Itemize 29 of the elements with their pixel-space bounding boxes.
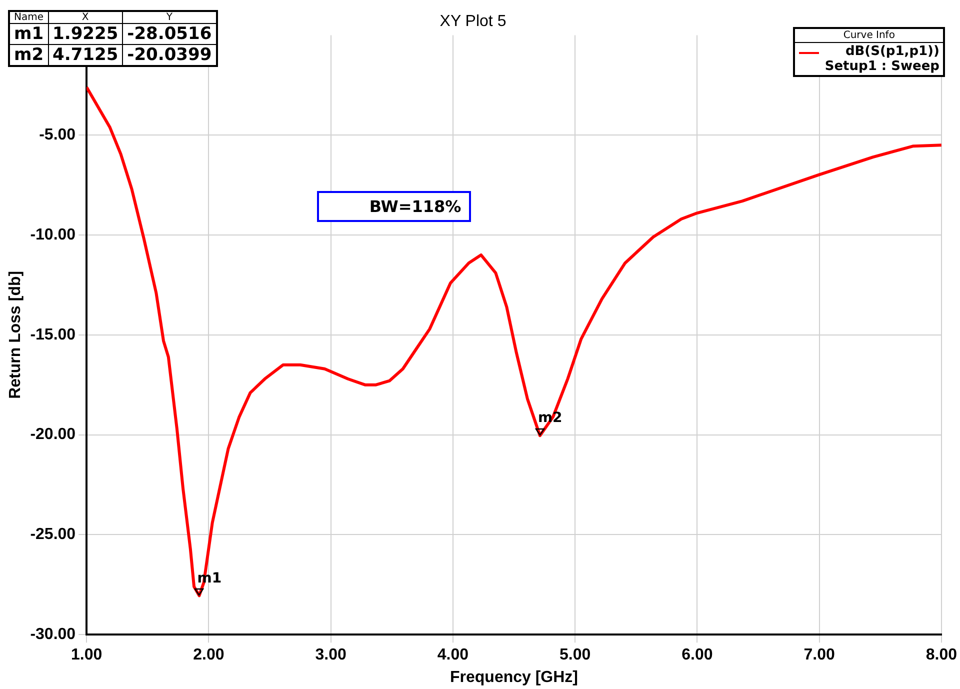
x-tick-label: 8.00	[926, 646, 958, 664]
y-tick-label: -10.00	[30, 226, 76, 244]
chart-title: XY Plot 5	[440, 13, 506, 30]
text: X	[48, 11, 123, 24]
text-box: BW=118%	[317, 191, 472, 222]
y-tick-label: -25.00	[30, 526, 76, 544]
y-tick-label: -20.00	[30, 426, 76, 444]
x-tick-label: 7.00	[804, 646, 835, 664]
legend-label: dB(S(p1,p1)) Setup1 : Sweep	[824, 44, 940, 74]
y-tick-label: -30.00	[30, 626, 76, 644]
x-tick-label: 2.00	[193, 646, 224, 664]
annotation: -20.0399	[122, 44, 217, 66]
x-tick-label: 5.00	[559, 646, 591, 664]
text: m1	[9, 24, 48, 44]
annotation: 1.9225	[48, 24, 123, 44]
text: Name	[9, 11, 48, 24]
annotation: 4.7125	[48, 44, 123, 66]
y-tick-label: -15.00	[30, 326, 76, 344]
legend-title: Curve Info	[794, 29, 944, 44]
text: Y	[122, 11, 217, 24]
y-axis-title: Return Loss [db]	[7, 270, 24, 399]
x-tick-label: 4.00	[437, 646, 469, 664]
x-axis-title: Frequency [GHz]	[450, 668, 578, 686]
text: m2	[9, 44, 48, 66]
y-tick-label: -5.00	[39, 126, 76, 144]
annotation: -28.0516	[122, 24, 217, 44]
x-tick-label: 1.00	[70, 646, 102, 664]
x-tick-label: 6.00	[682, 646, 713, 664]
x-tick-label: 3.00	[315, 646, 346, 664]
